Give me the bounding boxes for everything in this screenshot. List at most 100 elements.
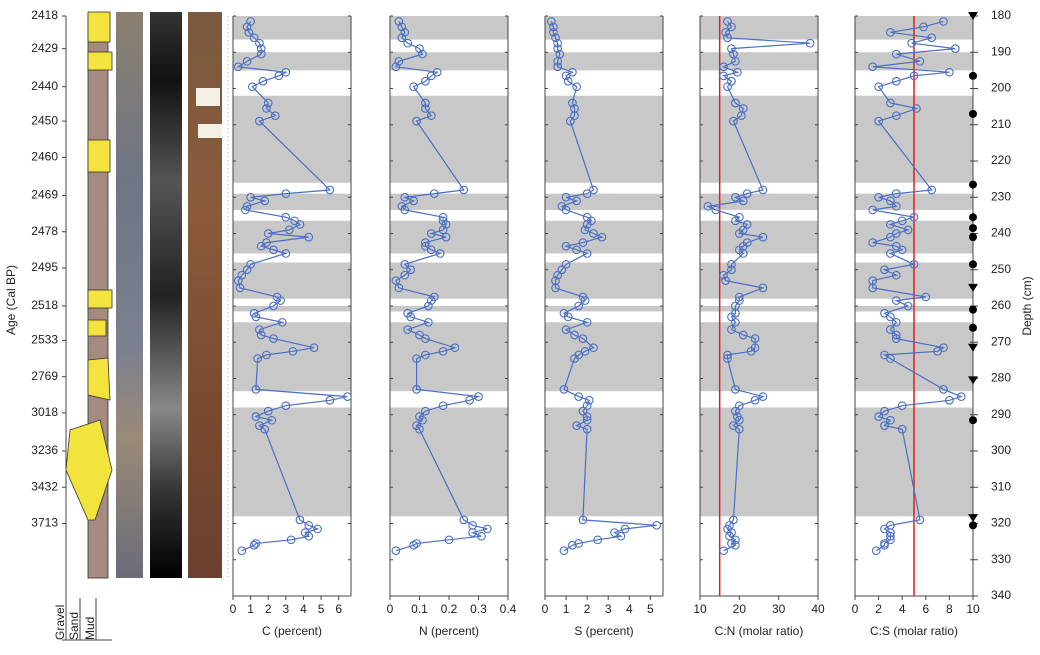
- dating-marker: [969, 306, 977, 314]
- sampled-band: [390, 408, 508, 517]
- x-tick-label: 0: [387, 602, 394, 616]
- sampled-band: [233, 221, 351, 254]
- x-tick-label: 4: [899, 602, 906, 616]
- y-tick-label: 2460: [31, 150, 58, 164]
- dating-marker: [969, 224, 977, 232]
- y-tick-label: 2418: [31, 8, 58, 22]
- legend-label: Sand: [67, 612, 81, 640]
- y-tick-label: 320: [991, 516, 1011, 530]
- x-tick-label: 10: [966, 602, 980, 616]
- sampled-band: [390, 221, 508, 254]
- x-tick-label: 0.2: [441, 602, 458, 616]
- sampled-band: [700, 408, 818, 517]
- y-tick-label: 330: [991, 552, 1011, 566]
- x-axis-label: C (percent): [262, 624, 322, 638]
- sampled-band: [700, 306, 818, 311]
- y-tick-label: 220: [991, 153, 1011, 167]
- y-tick-label: 2440: [31, 79, 58, 93]
- sampled-band: [700, 16, 818, 40]
- figure: Age (Cal BP) Depth (cm) GravelSandMud 01…: [0, 0, 1040, 650]
- x-tick-label: 3: [605, 602, 612, 616]
- core-gap: [198, 124, 222, 138]
- x-tick-label: 0: [852, 602, 859, 616]
- x-tick-label: 0.3: [470, 602, 487, 616]
- x-tick-label: 5: [647, 602, 654, 616]
- y-tick-label: 190: [991, 44, 1011, 58]
- y-tick-label: 3432: [31, 479, 58, 493]
- y-tick-label: 240: [991, 226, 1011, 240]
- y-tick-label: 230: [991, 189, 1011, 203]
- sampled-band: [700, 194, 818, 210]
- y-tick-label: 260: [991, 298, 1011, 312]
- y-tick-label: 2478: [31, 224, 58, 238]
- legend-label: Mud: [83, 617, 97, 640]
- dating-marker: [969, 233, 977, 241]
- y-tick-label: 2769: [31, 369, 58, 383]
- y-tick-label: 280: [991, 371, 1011, 385]
- sampled-band: [233, 322, 351, 391]
- y-tick-label: 3713: [31, 516, 58, 530]
- dating-marker: [969, 110, 977, 118]
- x-tick-label: 4: [626, 602, 633, 616]
- x-tick-label: 2: [875, 602, 882, 616]
- x-tick-label: 3: [282, 602, 289, 616]
- sampled-band: [700, 96, 818, 183]
- lithology-column: [66, 12, 112, 598]
- y-tick-label: 180: [991, 8, 1011, 22]
- y-tick-label: 270: [991, 334, 1011, 348]
- sampled-band: [545, 322, 663, 391]
- y-tick-label: 310: [991, 479, 1011, 493]
- data-point: [560, 547, 568, 555]
- sampled-band: [700, 322, 818, 391]
- x-tick-label: 0: [230, 602, 237, 616]
- sampled-band: [390, 306, 508, 311]
- sampled-band: [390, 322, 508, 391]
- dating-marker: [969, 324, 977, 332]
- core-photo: [116, 12, 143, 578]
- y-tick-label: 290: [991, 407, 1011, 421]
- x-tick-label: 5: [318, 602, 325, 616]
- x-tick-label: 1: [563, 602, 570, 616]
- sampled-band: [545, 96, 663, 183]
- dating-marker: [968, 514, 978, 522]
- legend-label: Gravel: [53, 605, 67, 640]
- x-tick-label: 2: [584, 602, 591, 616]
- x-axis-label: S (percent): [574, 624, 633, 638]
- x-tick-label: 8: [946, 602, 953, 616]
- x-tick-label: 10: [693, 602, 707, 616]
- sampled-band: [390, 52, 508, 70]
- y-tick-label: 2429: [31, 41, 58, 55]
- x-tick-label: 30: [772, 602, 786, 616]
- x-axis-label: C:S (molar ratio): [870, 624, 958, 638]
- y-tick-label: 210: [991, 117, 1011, 131]
- dating-marker: [969, 213, 977, 221]
- y-tick-label: 200: [991, 81, 1011, 95]
- sampled-band: [545, 408, 663, 517]
- x-axis-label: N (percent): [419, 624, 479, 638]
- sampled-band: [700, 263, 818, 299]
- sampled-band: [700, 52, 818, 70]
- x-tick-label: 4: [300, 602, 307, 616]
- sampled-band: [390, 16, 508, 40]
- x-tick-label: 0: [542, 602, 549, 616]
- y-tick-label: 250: [991, 262, 1011, 276]
- depth-axis-label: Depth (cm): [1020, 276, 1034, 335]
- core-gap: [196, 88, 220, 106]
- dating-marker: [969, 260, 977, 268]
- sampled-band: [545, 52, 663, 70]
- dating-marker: [969, 521, 977, 529]
- x-tick-label: 6: [335, 602, 342, 616]
- x-axis-label: C:N (molar ratio): [715, 624, 804, 638]
- sampled-band: [545, 16, 663, 40]
- x-tick-label: 2: [265, 602, 272, 616]
- dating-marker: [969, 181, 977, 189]
- x-tick-label: 20: [733, 602, 747, 616]
- y-tick-label: 2533: [31, 333, 58, 347]
- y-tick-label: 3018: [31, 405, 58, 419]
- y-tick-label: 340: [991, 588, 1011, 602]
- core-xray: [150, 12, 182, 578]
- x-tick-label: 6: [922, 602, 929, 616]
- dating-marker: [969, 416, 977, 424]
- y-tick-label: 3236: [31, 443, 58, 457]
- sampled-band: [545, 306, 663, 311]
